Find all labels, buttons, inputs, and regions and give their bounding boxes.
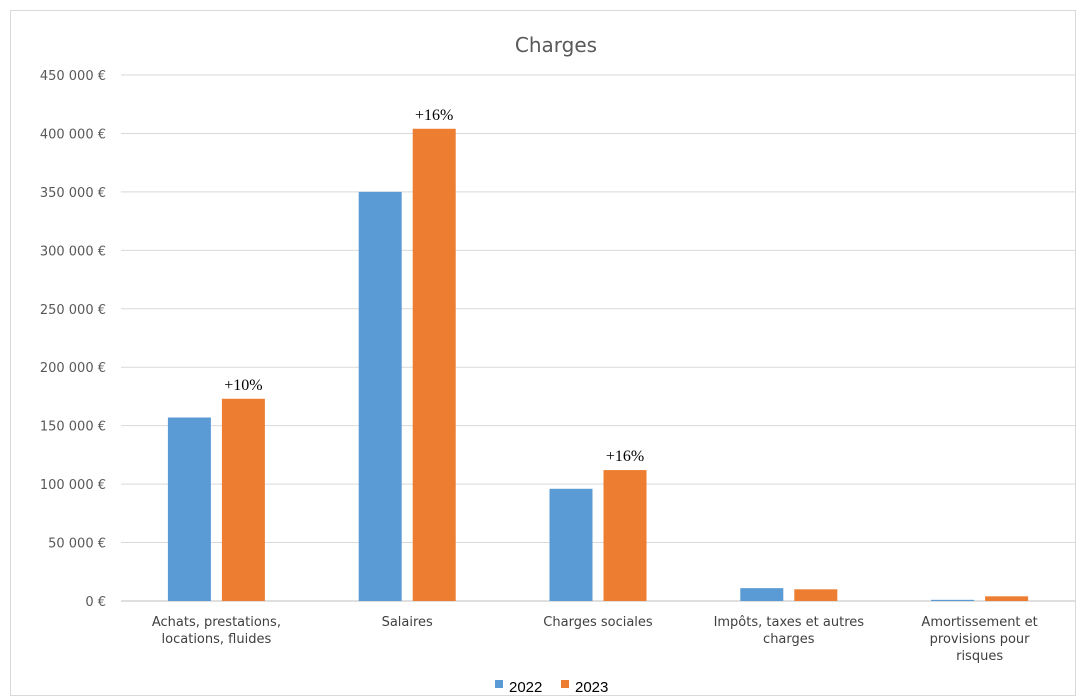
gridlines <box>121 74 1075 602</box>
data-label: +16% <box>415 107 453 124</box>
category-label: locations, fluides <box>162 632 272 647</box>
category-label: provisions pour <box>930 632 1030 647</box>
legend-label-2022: 2022 <box>509 679 542 696</box>
chart-frame <box>10 10 1076 696</box>
bar-2022 <box>931 599 975 601</box>
legend-label-2023: 2023 <box>575 679 608 696</box>
legend-swatch-2022 <box>495 680 503 688</box>
category-label: Amortissement et <box>921 615 1037 630</box>
category-label: Impôts, taxes et autres <box>714 615 865 630</box>
x-axis-categories: Achats, prestations, locations, fluides Sa… <box>152 615 1038 664</box>
y-tick-label: 300 000 € <box>40 244 106 259</box>
y-tick-label: 450 000 € <box>40 69 106 84</box>
bar-2022 <box>358 191 402 601</box>
chart-title: Charges <box>515 33 597 57</box>
data-label: +16% <box>606 448 644 465</box>
bar-2023 <box>603 470 647 601</box>
y-tick-label: 150 000 € <box>40 420 106 435</box>
y-tick-label: 400 000 € <box>40 127 106 142</box>
bar-2023 <box>985 596 1029 601</box>
legend: 2022 2023 <box>495 679 608 696</box>
bars <box>167 128 1029 601</box>
bar-2023 <box>221 398 265 601</box>
bar-2022 <box>740 588 784 601</box>
y-tick-label: 250 000 € <box>40 303 106 318</box>
y-tick-label: 0 € <box>85 595 106 610</box>
category-label: Charges sociales <box>543 615 653 630</box>
data-labels: +10% +16% +16% <box>224 107 644 465</box>
bar-2023 <box>794 589 838 601</box>
category-label: risques <box>956 649 1003 664</box>
y-tick-label: 50 000 € <box>48 537 106 552</box>
category-label: Achats, prestations, <box>152 615 281 630</box>
legend-swatch-2023 <box>561 680 569 688</box>
y-tick-label: 100 000 € <box>40 478 106 493</box>
category-label: Salaires <box>382 615 433 630</box>
bar-2022 <box>167 417 211 601</box>
data-label: +10% <box>224 377 262 394</box>
y-axis-ticks: 0 € 50 000 € 100 000 € 150 000 € 200 000 € 25… <box>40 69 106 610</box>
bar-2023 <box>412 128 456 601</box>
y-tick-label: 350 000 € <box>40 186 106 201</box>
bar-2022 <box>549 488 593 601</box>
y-tick-label: 200 000 € <box>40 361 106 376</box>
category-label: charges <box>763 632 815 647</box>
